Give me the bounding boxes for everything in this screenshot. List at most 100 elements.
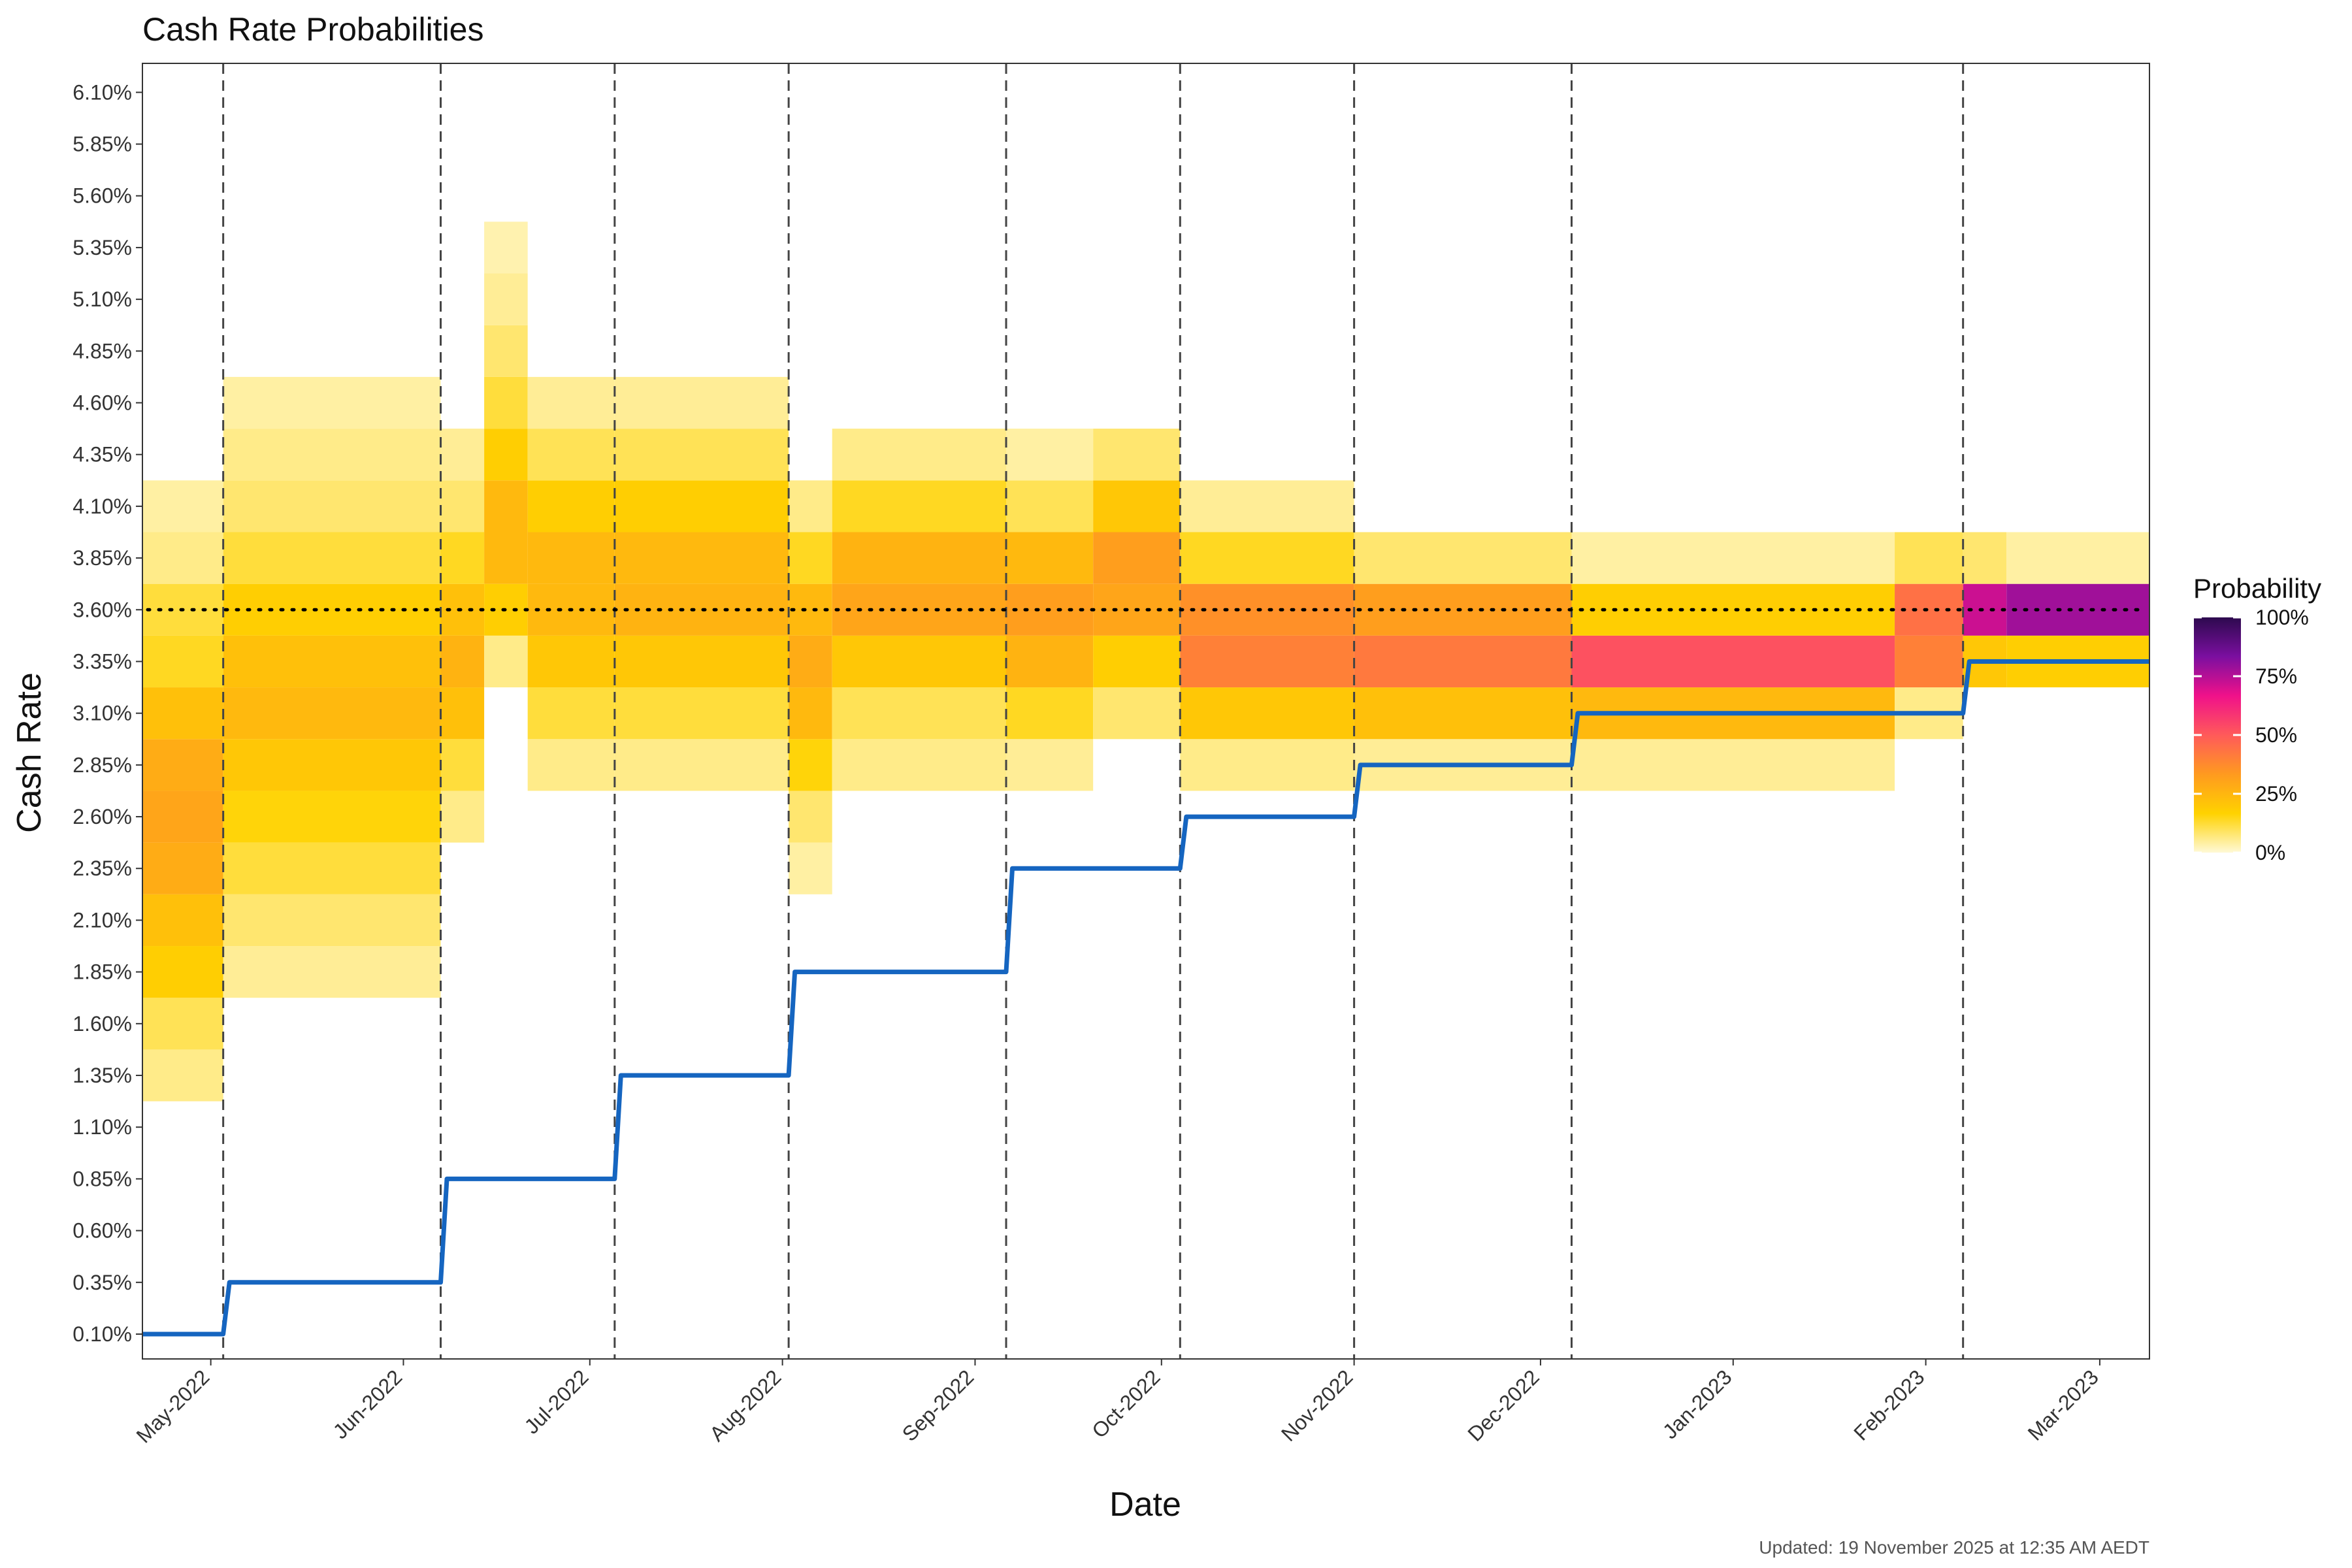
heat-tile xyxy=(1180,532,1354,584)
heat-tile xyxy=(1006,739,1094,791)
heat-tile xyxy=(832,532,1007,584)
heat-tile xyxy=(832,429,1007,481)
heat-tile xyxy=(223,635,441,688)
heat-tile xyxy=(614,480,789,532)
heat-tile xyxy=(142,532,223,584)
heat-tile xyxy=(614,429,789,481)
heat-tile xyxy=(527,739,615,791)
heat-tile xyxy=(223,376,441,429)
legend-label: 75% xyxy=(2255,664,2297,688)
x-tick-label: Sep-2022 xyxy=(898,1365,979,1446)
heat-tile xyxy=(142,1049,223,1102)
y-axis-title: Cash Rate xyxy=(10,672,48,833)
y-tick-label: 0.60% xyxy=(73,1219,132,1243)
legend-label: 25% xyxy=(2255,782,2297,806)
heat-tile xyxy=(1180,687,1354,740)
x-tick-label: May-2022 xyxy=(131,1365,214,1447)
heat-tile xyxy=(142,998,223,1050)
heat-tile xyxy=(142,480,223,532)
heat-tile xyxy=(1093,635,1181,688)
y-tick-label: 3.60% xyxy=(73,598,132,621)
legend: Probability 0% 25% 50% 75% 100% xyxy=(2193,573,2321,864)
legend-label: 50% xyxy=(2255,723,2297,747)
heat-tile xyxy=(484,376,528,429)
legend-ticks: 0% 25% 50% 75% 100% xyxy=(2194,606,2309,864)
heat-tile xyxy=(223,532,441,584)
heat-tile xyxy=(1093,480,1181,532)
heat-tile xyxy=(789,532,832,584)
heat-tile xyxy=(142,842,223,894)
heat-tile xyxy=(440,635,485,688)
heat-tile xyxy=(1354,635,1572,688)
heat-tile xyxy=(440,429,485,481)
heat-tile xyxy=(614,635,789,688)
heat-tile xyxy=(223,429,441,481)
heat-tile xyxy=(223,480,441,532)
heat-tile xyxy=(223,687,441,740)
heat-tile xyxy=(1006,532,1094,584)
heat-tile xyxy=(440,532,485,584)
cash-rate-line xyxy=(142,659,2149,1337)
heat-tile xyxy=(223,583,441,636)
y-tick-label: 4.35% xyxy=(73,443,132,466)
heat-tile xyxy=(223,791,441,843)
heat-tile xyxy=(142,791,223,843)
legend-label: 100% xyxy=(2255,606,2309,629)
heat-tile xyxy=(527,687,615,740)
heat-tile xyxy=(1093,687,1181,740)
heat-tile xyxy=(440,687,485,740)
heat-tile xyxy=(789,480,832,532)
y-tick-label: 2.10% xyxy=(73,908,132,932)
heat-tile xyxy=(1093,429,1181,481)
x-tick-label: Dec-2022 xyxy=(1463,1365,1544,1446)
heat-tile xyxy=(142,635,223,688)
heat-tile xyxy=(527,532,615,584)
y-tick-label: 1.85% xyxy=(73,960,132,984)
y-tick-label: 2.60% xyxy=(73,805,132,828)
heat-tile xyxy=(1006,429,1094,481)
heat-tile xyxy=(484,635,528,688)
x-tick-label: Aug-2022 xyxy=(705,1365,786,1446)
y-tick-label: 5.60% xyxy=(73,184,132,208)
heat-tile xyxy=(142,946,223,998)
heat-tile xyxy=(223,946,441,998)
probability-heatmap xyxy=(142,221,2149,1102)
heat-tile xyxy=(1180,739,1354,791)
heat-tile xyxy=(440,480,485,532)
heat-tile xyxy=(223,894,441,947)
heat-tile xyxy=(142,687,223,740)
heat-tile xyxy=(484,532,528,584)
heat-tile xyxy=(2006,532,2149,584)
x-axis-title: Date xyxy=(1109,1486,1181,1524)
heat-tile xyxy=(1963,532,2007,584)
heat-tile xyxy=(1571,532,1895,584)
heat-tile xyxy=(440,791,485,843)
y-tick-label: 1.10% xyxy=(73,1115,132,1139)
heat-tile xyxy=(1006,687,1094,740)
heat-tile xyxy=(142,894,223,947)
y-tick-label: 5.85% xyxy=(73,133,132,156)
x-tick-label: Mar-2023 xyxy=(2023,1365,2103,1445)
heat-tile xyxy=(789,635,832,688)
heat-tile xyxy=(223,842,441,894)
heat-tile xyxy=(832,739,1007,791)
heat-tile xyxy=(614,687,789,740)
y-tick-label: 5.35% xyxy=(73,236,132,259)
heat-tile xyxy=(789,791,832,843)
heat-tile xyxy=(789,842,832,894)
heat-tile xyxy=(527,480,615,532)
heat-tile xyxy=(484,429,528,481)
heat-tile xyxy=(1093,532,1181,584)
chart-title: Cash Rate Probabilities xyxy=(142,11,484,48)
heat-tile xyxy=(832,635,1007,688)
x-tick-label: Jul-2022 xyxy=(519,1365,593,1438)
y-tick-label: 4.10% xyxy=(73,495,132,518)
x-tick-label: Feb-2023 xyxy=(1849,1365,1929,1445)
heat-tile xyxy=(527,429,615,481)
y-tick-label: 0.10% xyxy=(73,1322,132,1346)
heat-tile xyxy=(1895,532,1963,584)
heat-tile xyxy=(1006,480,1094,532)
heat-tile xyxy=(1895,635,1963,688)
x-tick-label: Nov-2022 xyxy=(1277,1365,1358,1446)
